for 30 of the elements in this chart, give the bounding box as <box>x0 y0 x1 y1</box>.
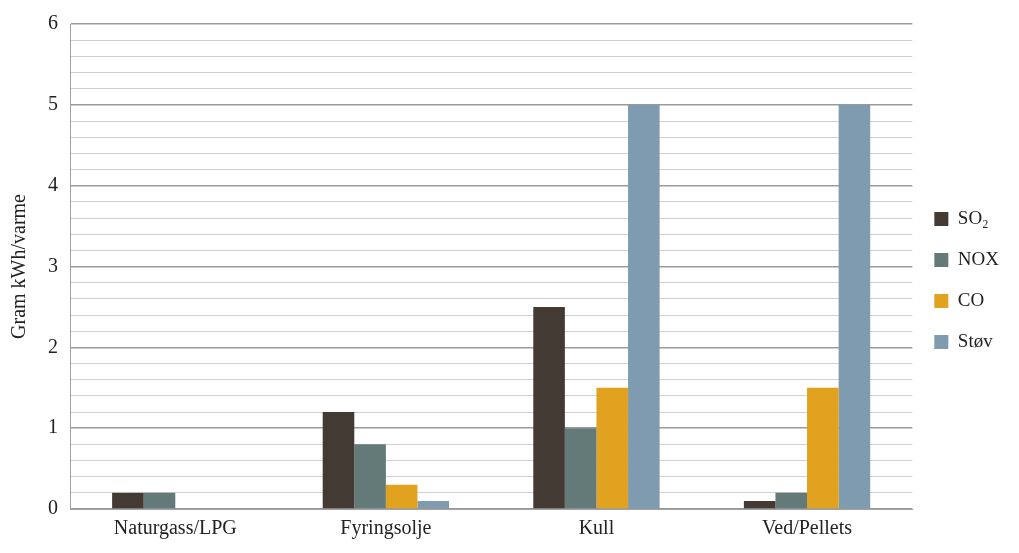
x-tick-label: Kull <box>578 516 615 539</box>
bar <box>385 484 418 509</box>
bar <box>564 428 597 509</box>
bar <box>533 306 565 509</box>
x-tick-label: Ved/Pellets <box>762 516 853 539</box>
bar <box>112 492 144 509</box>
bar <box>596 387 629 509</box>
y-tick-label: 4 <box>48 172 58 195</box>
y-tick-label: 2 <box>48 334 58 357</box>
x-tick-label: Naturgass/LPG <box>113 516 237 540</box>
y-tick-label: 6 <box>48 11 58 34</box>
bar <box>838 104 871 509</box>
bar <box>322 412 355 509</box>
legend-label: Støv <box>957 329 994 351</box>
y-tick-label: 5 <box>48 92 58 115</box>
y-tick-label: 1 <box>48 415 58 438</box>
y-tick-label: 0 <box>48 496 58 519</box>
bar <box>417 500 450 509</box>
y-axis-title: Gram kWh/varme <box>7 193 30 339</box>
bar <box>743 500 776 509</box>
bar <box>143 492 176 509</box>
legend-label: NOX <box>957 247 1000 269</box>
bar <box>807 387 839 509</box>
bar <box>775 492 808 509</box>
x-tick-label: Fyringsolje <box>340 516 432 540</box>
bar <box>628 104 660 509</box>
legend-label: SO₂ <box>957 206 989 228</box>
bar <box>354 444 386 509</box>
legend-label: CO <box>957 288 985 310</box>
y-tick-label: 3 <box>48 253 58 276</box>
